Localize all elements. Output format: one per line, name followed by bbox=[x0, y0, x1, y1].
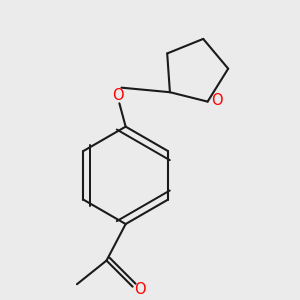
Text: O: O bbox=[134, 282, 146, 297]
Text: O: O bbox=[112, 88, 124, 103]
Text: O: O bbox=[212, 93, 223, 108]
